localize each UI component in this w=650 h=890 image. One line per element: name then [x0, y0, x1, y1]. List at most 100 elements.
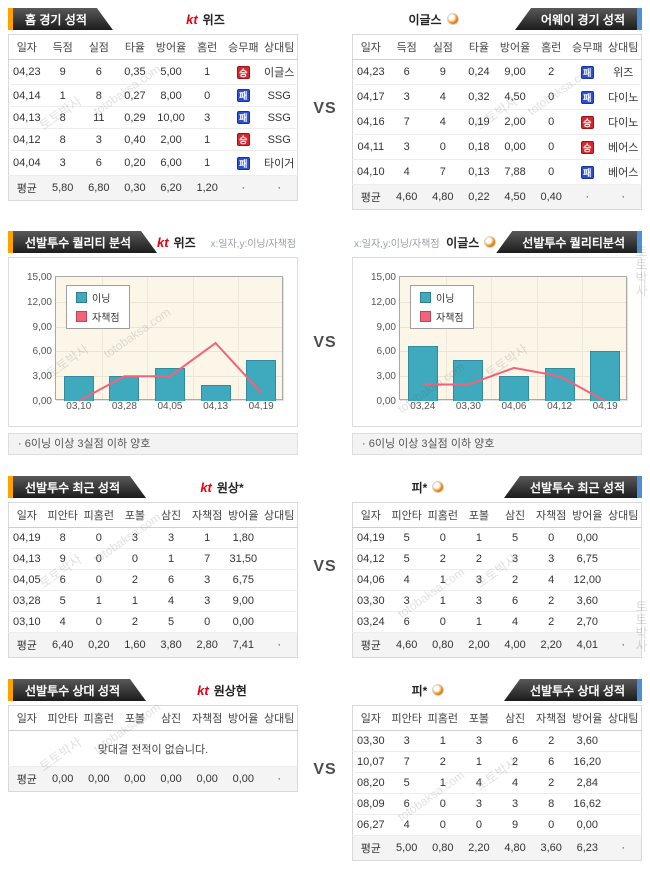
table-cell: 2,20: [460, 835, 497, 861]
table-cell: 2: [497, 569, 534, 591]
table-cell: 삼진: [153, 502, 190, 528]
table-row: 04,14 1 8 0,27 8,00 0 패 SSG: [8, 84, 298, 107]
table-cell: 1: [189, 128, 226, 151]
table-cell: 4: [388, 569, 425, 591]
table-cell: 자책점: [533, 705, 570, 731]
table-cell: 3: [388, 730, 425, 752]
table-cell: 6: [80, 150, 117, 176]
table-row: 06,27 4 0 0 9 0 0,00: [352, 814, 642, 836]
table-cell: 0: [80, 569, 117, 591]
table-cell: 4,60: [388, 184, 425, 210]
table-cell: 2: [533, 611, 570, 633]
y-axis-label: 0,00: [376, 396, 396, 407]
team-name: 위즈: [173, 235, 196, 250]
empty-message: 맞대결 전적이 없습니다.: [8, 730, 298, 767]
table-cell: 03,28: [8, 590, 45, 612]
table-cell: 5: [388, 772, 425, 794]
table-cell: 1: [189, 527, 226, 549]
team-label: 피*: [352, 476, 504, 498]
table-cell: 5: [388, 548, 425, 570]
table-header-row: 일자 득점 실점 타율 방어율 홈런 승무패 상대팀: [8, 34, 298, 60]
table-cell: SSG: [261, 84, 298, 107]
section-title: 선발투수 상대 성적: [25, 683, 120, 698]
panel-away-record: 이글스 어웨이 경기 성적 일자 득점 실점 타율 방어율 홈런 승무패 상대팀 04,23 6 9…: [352, 8, 642, 210]
table-cell: 실점: [424, 34, 461, 60]
table-cell: 10,07: [352, 751, 389, 773]
table-cell: ·: [261, 766, 298, 792]
table-cell: 0,18: [460, 134, 497, 160]
table-cell: [261, 569, 298, 591]
section-title-banner: 선발투수 퀄리티분석: [496, 231, 637, 253]
gridline: [56, 301, 282, 303]
table-cell: 1,80: [225, 527, 262, 549]
table-cell: 7: [388, 751, 425, 773]
table-cell: 6,20: [153, 175, 190, 201]
table-cell: 일자: [352, 705, 389, 731]
table-cell: 3: [189, 590, 226, 612]
table-cell: 방어율: [569, 705, 606, 731]
table-cell: 03,30: [352, 590, 389, 612]
table-cell: 상대팀: [261, 502, 298, 528]
section-pitcher-recent: 선발투수 최근 성적 kt 원상* 일자 피안타 피홈런 포볼 삼진 자책점 방어율 상대팀 0…: [8, 476, 648, 658]
table-cell: 0: [533, 134, 570, 160]
table-cell: 1: [44, 84, 81, 107]
table-cell: 승: [569, 134, 606, 160]
table-cell: 방어율: [497, 34, 534, 60]
table-cell: 삼진: [497, 502, 534, 528]
table-header-row: 일자 득점 실점 타율 방어율 홈런 승무패 상대팀: [352, 34, 642, 60]
table-cell: 0,00: [497, 134, 534, 160]
table-cell: 평균: [352, 184, 389, 210]
table-cell: 승무패: [569, 34, 606, 60]
legend-item: 자책점: [420, 309, 464, 324]
orange-accent-bar: [8, 476, 13, 498]
table-cell: 8: [533, 793, 570, 815]
table-cell: 4: [497, 772, 534, 794]
table-row: 04,13 9 0 0 1 7 31,50: [8, 548, 298, 570]
panel-header: 이글스 어웨이 경기 성적: [352, 8, 642, 30]
x-axis-label: 04,05: [157, 401, 183, 412]
result-badge-loss: 패: [236, 156, 250, 170]
table-cell: [261, 590, 298, 612]
table-cell: 삼진: [497, 705, 534, 731]
table-cell: 일자: [8, 705, 45, 731]
y-axis-label: 6,00: [376, 346, 396, 358]
table-cell: 포볼: [460, 502, 497, 528]
section-title: 선발투수 퀄리티분석: [522, 235, 625, 250]
table-cell: 6,40: [44, 632, 81, 658]
table-cell: 10,00: [153, 106, 190, 129]
table-cell: 6: [388, 59, 425, 85]
table-cell: 6: [44, 569, 81, 591]
table-cell: 0,35: [116, 59, 153, 85]
table-cell: 0: [424, 527, 461, 549]
table-cell: 11: [80, 106, 117, 129]
chart-note-text: · 6이닝 이상 3실점 이하 양호: [362, 438, 495, 450]
x-axis-label: 04,19: [592, 401, 618, 412]
bar-이닝: [590, 351, 621, 401]
y-axis-label: 15,00: [26, 272, 52, 283]
vs-separator: VS: [313, 100, 337, 117]
kt-logo: kt: [200, 479, 212, 495]
table-cell: SSG: [261, 106, 298, 129]
table-cell: 5,80: [44, 175, 81, 201]
table-cell: 08,09: [352, 793, 389, 815]
table-row: 04,06 4 1 3 2 4 12,00: [352, 569, 642, 591]
table-cell: 0: [424, 814, 461, 836]
table-cell: 포볼: [460, 705, 497, 731]
table-header-row: 일자 피안타 피홈런 포볼 삼진 자책점 방어율 상대팀: [8, 502, 298, 528]
table-cell: 방어율: [569, 502, 606, 528]
table-cell: 0,29: [116, 106, 153, 129]
chart-note-text: · 6이닝 이상 3실점 이하 양호: [18, 438, 151, 450]
blue-accent-bar: [637, 476, 642, 498]
table-row: 04,23 6 9 0,24 9,00 2 패 위즈: [352, 59, 642, 85]
eagles-logo: [432, 684, 445, 696]
team-name: 이글스: [408, 12, 442, 27]
table-cell: 9: [424, 59, 461, 85]
recent-record-table-left: 일자 피안타 피홈런 포볼 삼진 자책점 방어율 상대팀 04,19 8 0 3 3 1 1,80 04,1…: [8, 502, 298, 658]
table-cell: 피안타: [388, 705, 425, 731]
table-cell: 일자: [352, 34, 389, 60]
table-cell: 자책점: [533, 502, 570, 528]
table-cell: 상대팀: [605, 502, 642, 528]
table-cell: [261, 548, 298, 570]
table-row: 04,11 3 0 0,18 0,00 0 승 베어스: [352, 134, 642, 160]
